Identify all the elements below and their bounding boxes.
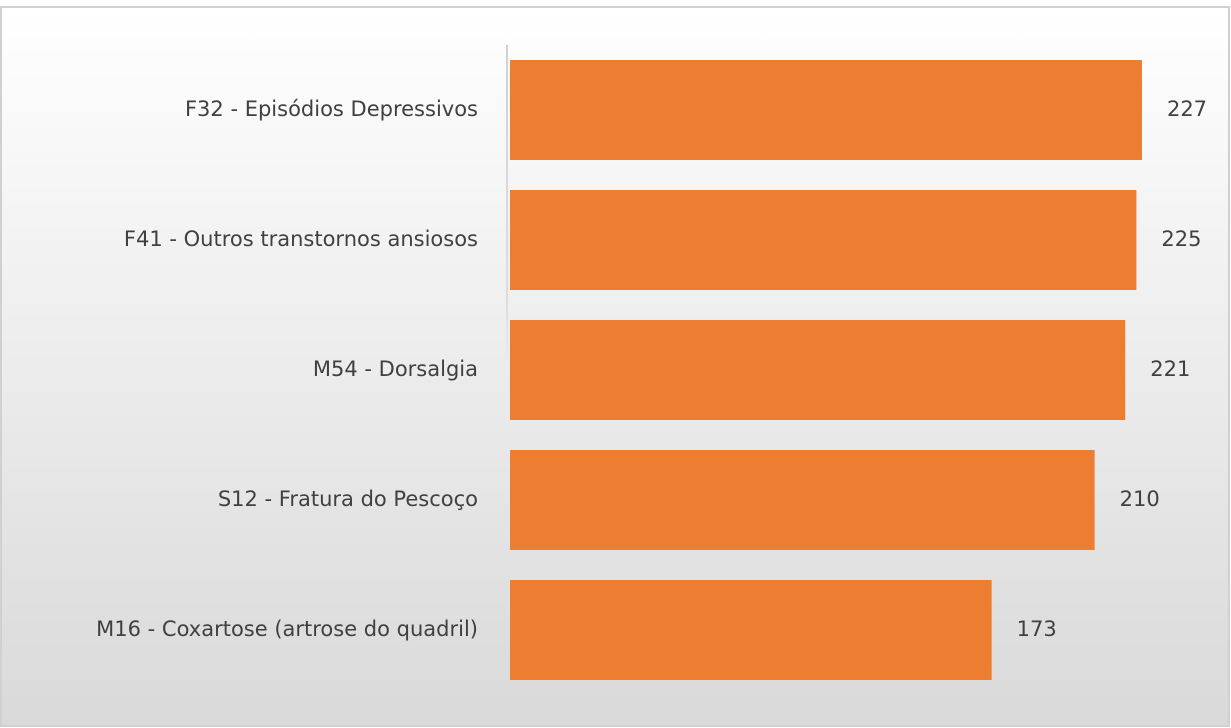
bar xyxy=(510,320,1126,420)
category-label: F32 - Episódios Depressivos xyxy=(185,97,478,121)
category-label: S12 - Fratura do Pescoço xyxy=(218,487,478,511)
data-label: 221 xyxy=(1150,357,1190,381)
data-label: 227 xyxy=(1167,97,1207,121)
data-label: 210 xyxy=(1120,487,1160,511)
data-label: 225 xyxy=(1161,227,1201,251)
category-label: F41 - Outros transtornos ansiosos xyxy=(124,227,478,251)
bar xyxy=(510,190,1137,290)
bar xyxy=(510,580,992,680)
category-label: M16 - Coxartose (artrose do quadril) xyxy=(96,617,478,641)
category-axis xyxy=(506,45,508,685)
bar xyxy=(510,60,1142,160)
data-label: 173 xyxy=(1017,617,1057,641)
category-label: M54 - Dorsalgia xyxy=(313,357,478,381)
bar xyxy=(510,450,1095,550)
